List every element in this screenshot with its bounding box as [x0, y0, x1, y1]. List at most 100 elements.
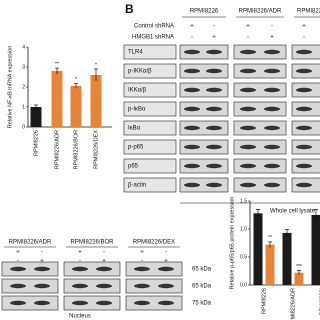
sign: - — [165, 250, 167, 256]
band — [72, 300, 88, 306]
significance: * — [75, 77, 77, 83]
x-tick-label: RPMI8226 — [33, 130, 39, 156]
bar — [265, 244, 275, 285]
blot-frame — [179, 139, 229, 155]
group-label: RPMI8226/ — [297, 9, 320, 15]
blot-frame — [1, 261, 59, 277]
band — [10, 266, 26, 272]
blot-frame — [233, 177, 287, 193]
band — [96, 266, 112, 272]
band — [134, 300, 150, 306]
y-tick-label: 3 — [22, 64, 25, 70]
band — [264, 144, 280, 150]
x-tick-label: RPMI8226/DEX — [93, 130, 99, 169]
band — [296, 68, 312, 74]
sign: - — [141, 259, 143, 265]
bar — [282, 232, 292, 285]
protein-label: p-p65 — [128, 145, 144, 151]
bar — [51, 71, 63, 127]
band — [134, 266, 150, 272]
y-tick-label: 0 — [22, 124, 25, 130]
size-label: 75 kDa — [192, 301, 212, 307]
y-tick-label: 0.5 — [240, 254, 247, 260]
label-box — [123, 63, 177, 79]
label-box — [123, 120, 177, 136]
bar — [70, 86, 82, 127]
band — [206, 106, 222, 112]
band — [240, 163, 256, 169]
blot-frame — [179, 101, 229, 117]
protein-label: TLR4 — [128, 50, 143, 56]
band — [240, 182, 256, 188]
band — [158, 300, 174, 306]
blot-frame — [233, 139, 287, 155]
band — [296, 87, 312, 93]
sign: - — [213, 24, 215, 30]
protein-label: p-IκBα — [128, 107, 146, 113]
band — [34, 300, 50, 306]
band — [240, 49, 256, 55]
band — [206, 87, 222, 93]
blot-frame — [233, 158, 287, 174]
blot-frame — [233, 63, 287, 79]
band — [206, 49, 222, 55]
band — [72, 283, 88, 289]
bar — [30, 107, 42, 127]
band — [296, 163, 312, 169]
band — [240, 144, 256, 150]
x-tick-label: RPMI8226/ADR — [290, 288, 296, 320]
blot-frame — [179, 177, 229, 193]
band — [158, 283, 174, 289]
band — [264, 125, 280, 131]
bar — [253, 213, 263, 285]
condition-label: HMGB1 shRNA — [132, 35, 174, 41]
band — [184, 68, 200, 74]
sign: - — [17, 259, 19, 265]
sign: - — [303, 35, 305, 41]
protein-label: p-IKKα/β — [128, 69, 152, 75]
band — [206, 125, 222, 131]
band — [184, 49, 200, 55]
bar — [90, 75, 102, 127]
y-axis-label: Relative NF-κB mRNA expression — [7, 46, 13, 129]
significance: *** — [296, 264, 302, 270]
blot-frame — [179, 158, 229, 174]
blot-frame — [233, 44, 287, 60]
sign: - — [191, 35, 193, 41]
sign: + — [40, 259, 44, 265]
protein-label: IκBα — [128, 126, 141, 132]
protein-label: p65 — [128, 164, 139, 170]
x-tick-label: RPMI8226/BOR — [73, 130, 79, 169]
band — [296, 182, 312, 188]
band — [72, 266, 88, 272]
blot-frame — [233, 82, 287, 98]
band — [184, 106, 200, 112]
bar — [311, 215, 320, 285]
sign: + — [102, 259, 106, 265]
sign: + — [78, 250, 82, 256]
band — [184, 125, 200, 131]
band — [184, 144, 200, 150]
group-label: RPMI8226/DEX — [133, 240, 175, 246]
blot-frame — [63, 261, 121, 277]
blot-frame — [125, 278, 183, 294]
condition-label: Control shRNA — [134, 24, 174, 30]
band — [296, 125, 312, 131]
blot-frame — [179, 44, 229, 60]
y-tick-label: 4 — [22, 44, 25, 50]
sign: + — [140, 250, 144, 256]
label-box — [123, 177, 177, 193]
sign: + — [212, 35, 216, 41]
band — [264, 106, 280, 112]
group-label: RPMI8226/ADR — [239, 9, 282, 15]
sign: - — [247, 35, 249, 41]
band — [264, 87, 280, 93]
band — [240, 106, 256, 112]
size-label: 65 kDa — [192, 284, 212, 290]
y-tick-label: 2 — [22, 84, 25, 90]
band — [96, 283, 112, 289]
sign: - — [79, 259, 81, 265]
blot-frame — [63, 278, 121, 294]
sign: - — [271, 24, 273, 30]
